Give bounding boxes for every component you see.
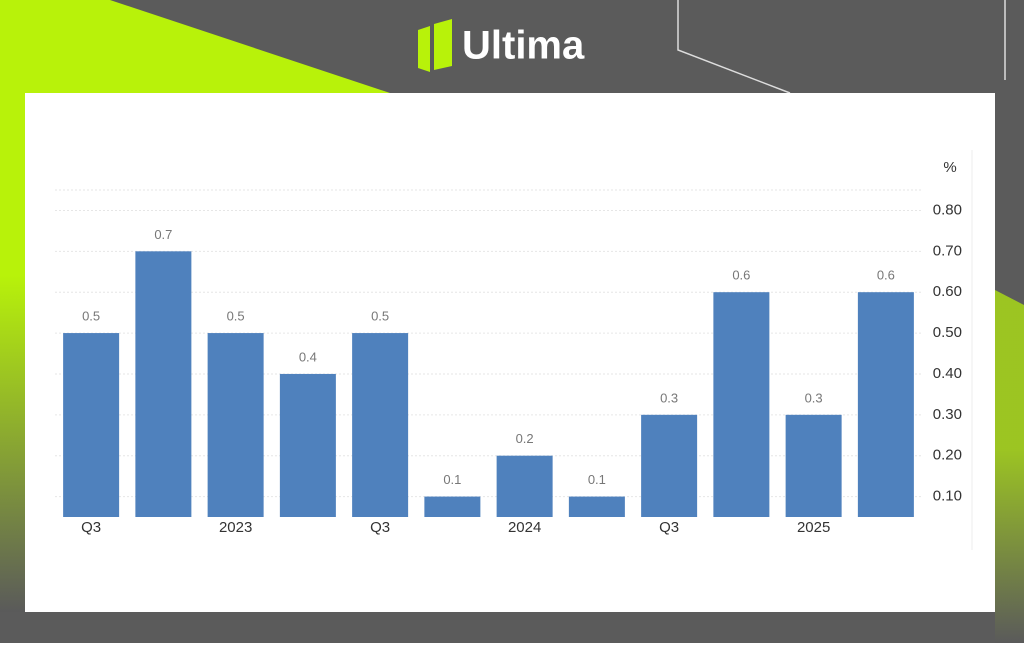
bar xyxy=(496,455,553,517)
y-tick-label: 0.50 xyxy=(933,324,962,341)
bar xyxy=(424,496,481,517)
x-tick-label: 2025 xyxy=(797,519,830,536)
value-label: 0.1 xyxy=(443,472,461,487)
bar xyxy=(568,496,625,517)
value-label: 0.7 xyxy=(154,227,172,242)
y-tick-label: 0.70 xyxy=(933,242,962,259)
accent xyxy=(995,290,1024,643)
y-tick-label: 0.30 xyxy=(933,406,962,423)
x-tick-label: Q3 xyxy=(370,519,390,536)
y-tick-label: 0.60 xyxy=(933,283,962,300)
value-label: 0.5 xyxy=(227,309,245,324)
value-label: 0.4 xyxy=(299,349,317,364)
bar xyxy=(207,333,264,517)
value-label: 0.3 xyxy=(660,390,678,405)
y-tick-label: 0.20 xyxy=(933,447,962,464)
y-unit: % xyxy=(943,159,956,176)
bar xyxy=(279,373,336,517)
decoration xyxy=(677,0,791,94)
bar xyxy=(641,414,698,517)
bar xyxy=(63,333,120,517)
value-label: 0.5 xyxy=(371,309,389,324)
value-label: 0.5 xyxy=(82,309,100,324)
x-tick-label: Q3 xyxy=(659,519,679,536)
y-tick-label: 0.10 xyxy=(933,488,962,505)
y-tick-label: 0.80 xyxy=(933,201,962,218)
logo-icon xyxy=(418,26,430,72)
x-tick-label: 2023 xyxy=(219,519,252,536)
logo: Ultima xyxy=(418,19,585,72)
x-tick-label: Q3 xyxy=(81,519,101,536)
value-label: 0.2 xyxy=(516,431,534,446)
value-label: 0.3 xyxy=(805,390,823,405)
bar xyxy=(352,333,409,517)
x-tick-label: 2024 xyxy=(508,519,541,536)
brand-name: Ultima xyxy=(462,24,585,68)
logo-icon xyxy=(434,19,452,70)
accent xyxy=(0,0,390,612)
bar xyxy=(135,251,192,517)
bar xyxy=(713,292,770,517)
bar xyxy=(785,414,842,517)
value-label: 0.1 xyxy=(588,472,606,487)
value-label: 0.6 xyxy=(732,268,750,283)
y-tick-label: 0.40 xyxy=(933,365,962,382)
bar xyxy=(857,292,914,517)
value-label: 0.6 xyxy=(877,268,895,283)
